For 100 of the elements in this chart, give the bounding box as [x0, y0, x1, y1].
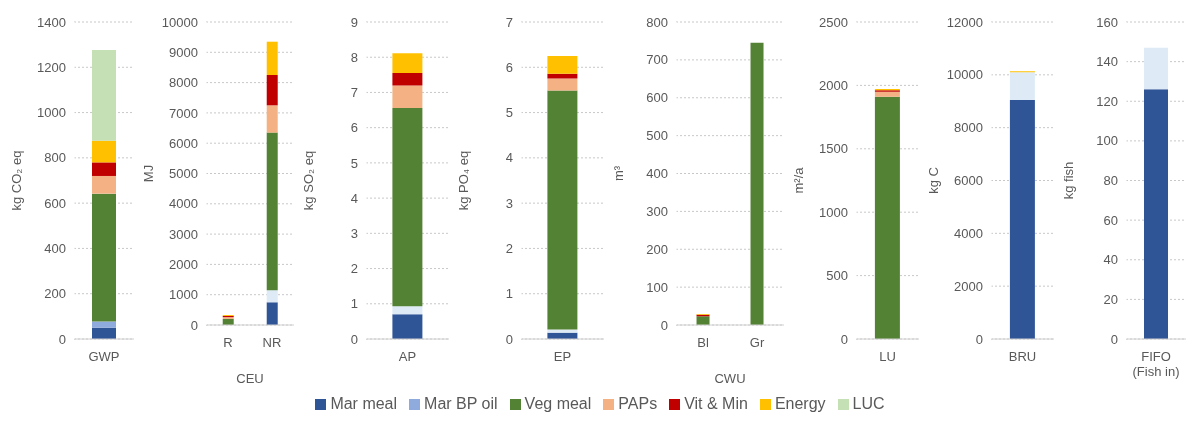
y-tick-label: 100 — [1096, 133, 1118, 149]
x-tick-label: Bl — [697, 335, 709, 350]
y-tick-label: 0 — [1110, 331, 1118, 347]
x-tick-label: GWP — [88, 349, 120, 364]
y-tick-label: 2 — [350, 261, 358, 277]
y-tick-label: 4 — [505, 150, 513, 166]
y-tick-label: 0 — [350, 331, 358, 347]
y-axis-title: kg fish — [1060, 161, 1076, 200]
legend-label: Mar meal — [330, 395, 398, 413]
bar — [266, 132, 278, 291]
bar — [874, 91, 900, 97]
bar — [750, 42, 764, 325]
y-tick-label: 2000 — [954, 278, 983, 294]
y-tick-label: 0 — [975, 331, 983, 347]
y-tick-label: 4000 — [169, 196, 198, 212]
x-tick-label: AP — [398, 349, 417, 364]
y-tick-label: 600 — [44, 195, 66, 211]
bar — [547, 90, 578, 330]
x-tick-label: EP — [553, 349, 572, 364]
y-tick-label: 7 — [350, 85, 358, 101]
bar — [92, 50, 116, 141]
y-tick-label: 2000 — [819, 78, 848, 94]
y-tick-label: 20 — [1103, 291, 1118, 307]
y-tick-label: 2000 — [169, 257, 198, 273]
legend-label: Veg meal — [524, 395, 592, 413]
y-tick-label: 8000 — [954, 120, 983, 136]
bar — [392, 107, 423, 307]
bar — [1009, 72, 1035, 100]
y-tick-label: 5 — [350, 155, 358, 171]
y-axis-title: kg PO₄ eq — [455, 150, 471, 211]
y-tick-label: 2500 — [819, 14, 848, 30]
y-tick-label: 0 — [660, 317, 668, 333]
y-tick-label: 140 — [1096, 54, 1118, 70]
bar — [392, 85, 423, 108]
y-tick-label: 120 — [1096, 93, 1118, 109]
bar — [547, 329, 578, 333]
x-axis-title: CWU — [714, 371, 746, 386]
y-tick-label: 60 — [1103, 212, 1118, 228]
y-tick-label: 200 — [646, 241, 668, 257]
y-tick-label: 400 — [646, 166, 668, 182]
y-tick-label: 5000 — [169, 166, 198, 182]
bar — [1009, 99, 1035, 339]
y-axis-title: m³ — [610, 165, 626, 182]
y-tick-label: 200 — [44, 286, 66, 302]
bar — [547, 78, 578, 91]
bar — [92, 175, 116, 194]
y-axis-title: kg CO₂ eq — [8, 150, 24, 211]
y-tick-label: 300 — [646, 203, 668, 219]
bar — [92, 321, 116, 328]
y-tick-label: 3 — [505, 195, 513, 211]
bar — [92, 193, 116, 322]
legend-label: Mar BP oil — [424, 395, 498, 413]
bar — [266, 105, 278, 133]
y-tick-label: 0 — [190, 317, 198, 333]
y-tick-label: 5 — [505, 105, 513, 121]
legend-label: PAPs — [618, 395, 658, 413]
y-tick-label: 80 — [1103, 173, 1118, 189]
y-tick-label: 100 — [646, 279, 668, 295]
bar — [392, 314, 423, 339]
y-tick-label: 9 — [350, 14, 358, 30]
y-tick-label: 500 — [646, 128, 668, 144]
x-tick-label: LU — [879, 349, 896, 364]
x-tick-label: R — [223, 335, 233, 350]
bar — [696, 316, 710, 325]
y-axis-title: kg SO₂ eq — [300, 150, 316, 211]
y-tick-label: 7000 — [169, 105, 198, 121]
y-tick-label: 1000 — [37, 105, 66, 121]
x-tick-label: NR — [262, 335, 282, 350]
bar — [266, 41, 278, 76]
y-tick-label: 10000 — [946, 67, 983, 83]
x-tick-label: BRU — [1008, 349, 1037, 364]
x-axis-title: CEU — [236, 371, 264, 386]
y-tick-label: 8000 — [169, 75, 198, 91]
y-tick-label: 10000 — [161, 14, 198, 30]
bar — [92, 140, 116, 163]
y-axis-title: m²/a — [790, 166, 806, 194]
bar — [392, 53, 423, 74]
y-tick-label: 40 — [1103, 252, 1118, 268]
legend-label: Vit & Min — [684, 395, 748, 413]
y-tick-label: 1 — [505, 286, 513, 302]
y-tick-label: 600 — [646, 90, 668, 106]
y-tick-label: 1200 — [37, 59, 66, 75]
bar — [266, 75, 278, 106]
y-tick-label: 3 — [350, 225, 358, 241]
y-tick-label: 0 — [58, 331, 66, 347]
bar — [266, 302, 278, 325]
bar — [266, 290, 278, 303]
x-tick-label: Gr — [749, 335, 765, 350]
y-tick-label: 8 — [350, 49, 358, 65]
y-tick-label: 1400 — [37, 14, 66, 30]
y-axis-title: MJ — [140, 164, 156, 183]
y-tick-label: 700 — [646, 52, 668, 68]
y-tick-label: 4000 — [954, 225, 983, 241]
y-tick-label: 0 — [840, 331, 848, 347]
y-tick-label: 2 — [505, 241, 513, 257]
y-tick-label: 6 — [505, 59, 513, 75]
y-tick-label: 7 — [505, 14, 513, 30]
bar — [547, 55, 578, 74]
y-tick-label: 9000 — [169, 44, 198, 60]
bar — [547, 73, 578, 79]
